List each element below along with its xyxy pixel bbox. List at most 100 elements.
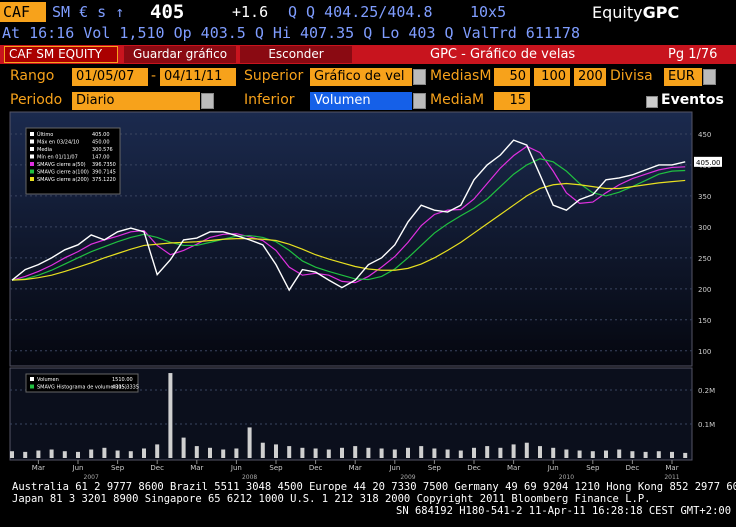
volume-bar	[485, 446, 490, 458]
moving-average	[11, 145, 686, 284]
volume-bar	[247, 427, 252, 458]
footer-line: Australia 61 2 9777 8600 Brazil 5511 304…	[12, 481, 736, 493]
quote: Q Q 404.25/404.8	[288, 3, 433, 21]
volume-bar	[89, 449, 94, 458]
y-tick-label: 0.2M	[698, 387, 715, 395]
x-tick-label: Sep	[428, 464, 442, 472]
volume-bar	[274, 444, 278, 458]
upper-select[interactable]: Gráfico de vel	[310, 68, 412, 86]
legend-value: 405.00	[92, 132, 110, 138]
volume-bar	[498, 447, 503, 458]
volume-bar	[36, 450, 41, 458]
x-tick-label: Mar	[32, 464, 45, 472]
range-to[interactable]: 04/11/11	[160, 68, 236, 86]
volume-bar	[313, 448, 318, 458]
brand-bold: GPC	[642, 3, 680, 22]
legend-label: Último	[37, 131, 53, 138]
legend-box	[25, 373, 139, 393]
save-button[interactable]: Guardar gráfico	[124, 46, 236, 63]
x-tick-label: Dec	[467, 464, 481, 472]
x-tick-label: Mar	[665, 464, 678, 472]
legend-value: 390.7145	[92, 170, 116, 176]
brand-text: Equity	[592, 3, 643, 22]
last-price-label: 405.00	[696, 159, 721, 167]
volume-bar	[643, 451, 648, 458]
legend-label: SMAVG cierre a(200)	[37, 177, 89, 183]
currency-select[interactable]: EUR	[664, 68, 702, 86]
hide-button[interactable]: Esconder	[240, 46, 352, 63]
events-label: Eventos	[661, 92, 724, 108]
volume-bar	[445, 449, 450, 458]
x-tick-label: Jun	[388, 464, 400, 472]
volume-bar	[102, 447, 107, 458]
period-label: Periodo	[10, 92, 63, 108]
dropdown-arrow[interactable]	[413, 93, 426, 109]
volume-bar	[604, 450, 608, 458]
volume-bar	[432, 448, 437, 458]
volume-bar	[617, 449, 622, 458]
legend-value: 396.7350	[92, 162, 116, 168]
ticker-box	[0, 2, 46, 22]
change: +1.6	[232, 3, 269, 21]
dropdown-arrow[interactable]	[413, 69, 426, 85]
volume-bar	[564, 449, 569, 458]
ma-field[interactable]: 100	[534, 68, 570, 86]
legend-value: 375.1220	[92, 177, 116, 183]
volume-bar	[670, 451, 674, 458]
volume-bar	[142, 448, 146, 458]
legend-swatch	[30, 139, 34, 144]
volume-bar	[181, 437, 186, 458]
legend-box	[25, 127, 121, 195]
y-tick-label: 100	[698, 348, 711, 356]
y-tick-label: 250	[698, 255, 711, 263]
x-tick-label: Dec	[626, 464, 640, 472]
events-checkbox[interactable]	[646, 96, 658, 108]
volume-bar	[392, 449, 397, 458]
volume-bar	[155, 444, 160, 458]
legend-swatch	[30, 384, 34, 389]
legend-swatch	[30, 162, 34, 166]
volume-bar	[511, 444, 516, 458]
range-from[interactable]: 01/05/07	[72, 68, 148, 86]
dropdown-arrow[interactable]	[703, 69, 716, 85]
dropdown-arrow[interactable]	[201, 93, 214, 109]
y-tick-label: 150	[698, 317, 711, 325]
x-tick-label: Sep	[269, 464, 283, 472]
toolbar-title: GPC - Gráfico de velas	[430, 47, 576, 62]
legend-label: SMAVG cierre a(50)	[37, 162, 86, 168]
volume-bar	[458, 450, 463, 458]
quote-line: At 16:16 Vol 1,510 Op 403.5 Q Hi 407.35 …	[2, 24, 580, 42]
volume-bar	[419, 446, 424, 458]
legend-value: 1510.00	[112, 377, 133, 383]
year-label: 2007	[84, 474, 99, 480]
period-select[interactable]: Diario	[72, 92, 200, 110]
volume-bar	[208, 447, 212, 458]
year-label: 2011	[664, 474, 679, 480]
volume-bar	[590, 451, 595, 458]
footer-line: Japan 81 3 3201 8900 Singapore 65 6212 1…	[12, 493, 651, 505]
year-label: 2008	[242, 474, 257, 480]
moving-average	[11, 179, 686, 281]
flags: SM € s ↑	[52, 3, 125, 21]
y-tick-label: 200	[698, 286, 711, 294]
year-label: 2010	[559, 474, 574, 480]
volume-bar	[538, 446, 542, 458]
range-label: Rango	[10, 68, 55, 84]
legend-label: Media	[37, 147, 52, 153]
volume-bar	[128, 451, 133, 458]
year-label: 2009	[400, 474, 415, 480]
y-tick-label: 0.1M	[698, 421, 715, 429]
x-tick-label: Dec	[309, 464, 323, 472]
volume-bar	[630, 451, 635, 458]
security-box[interactable]: CAF SM EQUITY	[4, 46, 118, 63]
volume-bar	[340, 447, 344, 458]
volume-bar	[260, 442, 265, 458]
ma-field[interactable]: 50	[494, 68, 530, 86]
ma2-field[interactable]: 15	[494, 92, 530, 110]
volume-bar	[326, 449, 331, 458]
ma-field[interactable]: 200	[574, 68, 606, 86]
brand: EquityGPC	[592, 3, 679, 22]
lower-select[interactable]: Volumen	[310, 92, 412, 110]
last-price-tag	[694, 156, 722, 167]
